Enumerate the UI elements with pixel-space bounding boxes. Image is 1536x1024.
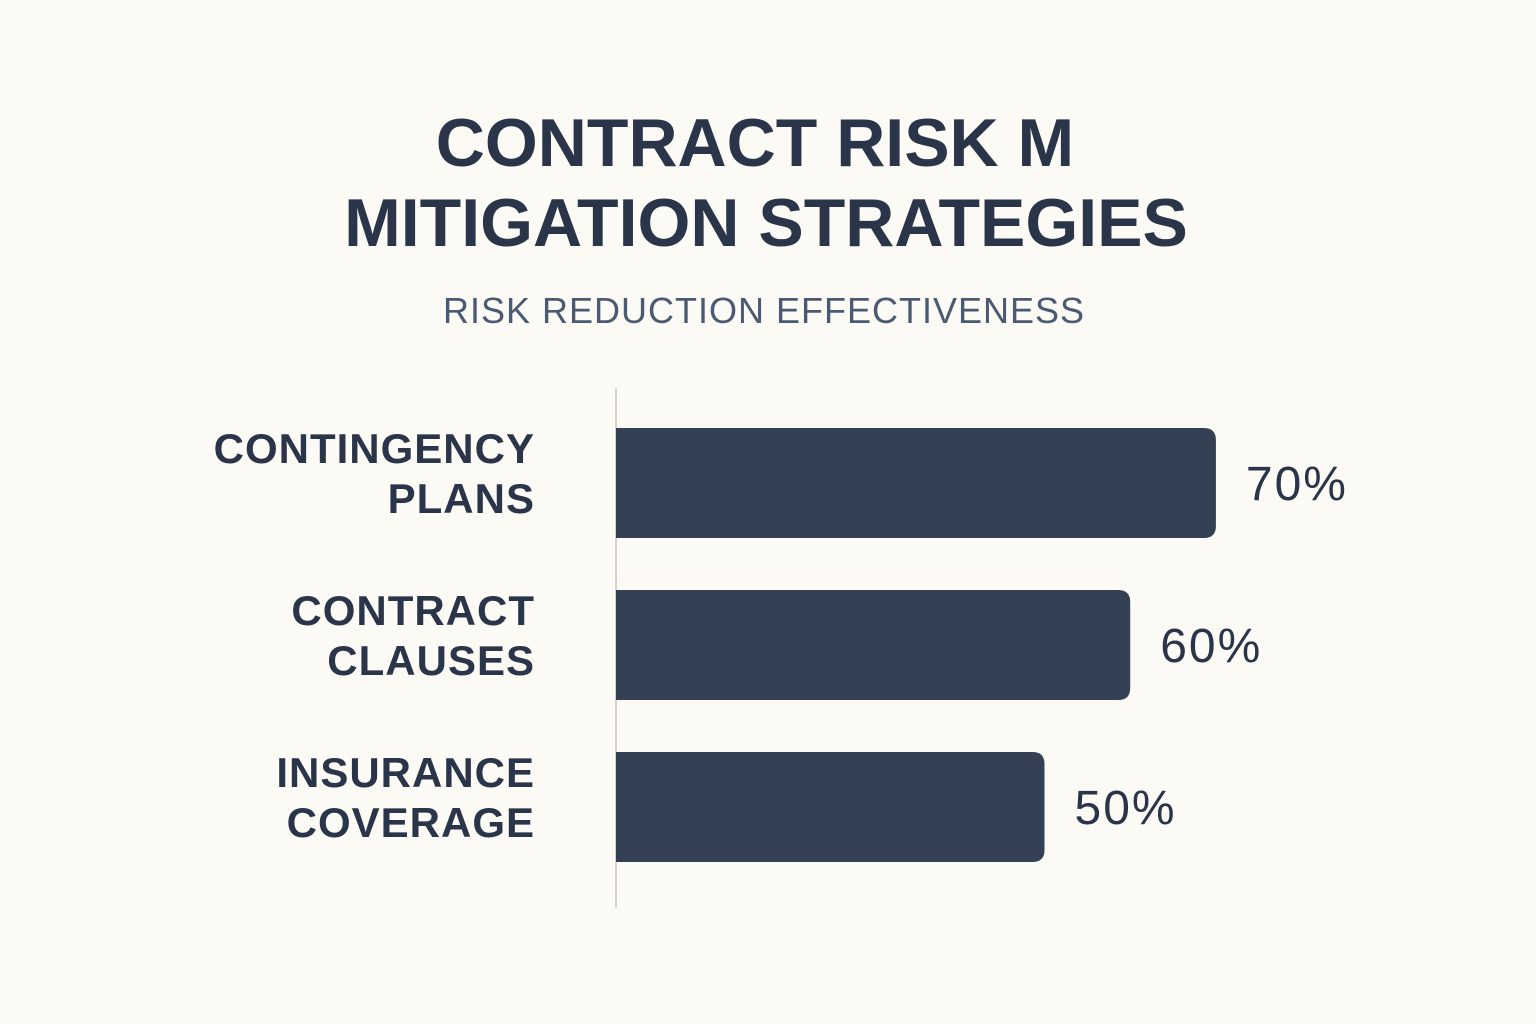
chart-title-line-2: MITIGATION STRATEGIES [344,185,1188,261]
category-label-2-line-2: CLAUSES [327,637,535,684]
value-label-2: 60% [1160,620,1262,673]
bar-2 [616,590,1131,700]
chart-title-line-1: CONTRACT RISK M [436,105,1074,181]
value-label-3: 50% [1075,782,1177,835]
category-label-1-line-2: PLANS [388,475,535,522]
category-label-3-line-2: COVERAGE [287,799,535,846]
value-label-1: 70% [1246,458,1348,511]
chart-subtitle: RISK REDUCTION EFFECTIVENESS [443,290,1085,331]
category-label-1-line-1: CONTINGENCY [214,425,535,472]
category-label-2-line-1: CONTRACT [291,587,535,634]
bar-1 [616,428,1216,538]
bar-3 [616,752,1045,862]
category-label-3-line-1: INSURANCE [276,749,535,796]
